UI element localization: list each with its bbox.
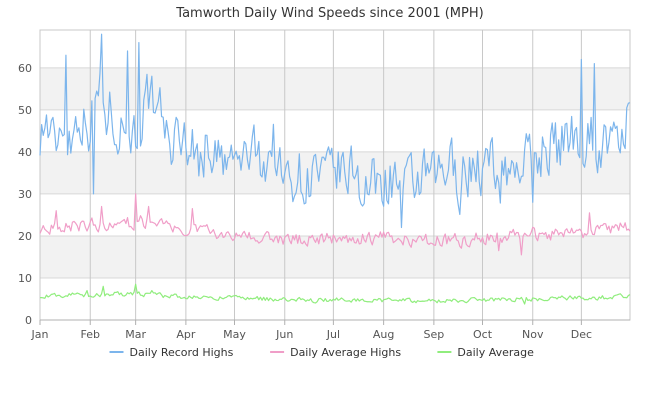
y-tick-label: 60 [18, 62, 32, 75]
y-tick-label: 40 [18, 146, 32, 159]
legend[interactable]: Daily Record Highs Daily Average Highs Dai… [109, 346, 535, 359]
x-tick-label: Sep [424, 328, 445, 341]
x-tick-label: Aug [373, 328, 394, 341]
y-tick-label: 30 [18, 188, 32, 201]
x-tick-label: Apr [176, 328, 196, 341]
x-tick-label: Jan [31, 328, 49, 341]
x-tick-label: Nov [522, 328, 544, 341]
plot-band [40, 235, 630, 278]
series-line-daily-average [39, 283, 631, 305]
x-tick-label: Feb [81, 328, 100, 341]
series-layer [39, 33, 631, 305]
legend-label: Daily Average Highs [290, 346, 401, 359]
legend-label: Daily Record Highs [130, 346, 234, 359]
x-tick-label: Jul [326, 328, 340, 341]
legend-label: Daily Average [457, 346, 534, 359]
y-tick-label: 50 [18, 104, 32, 117]
series-line-daily-average-highs [39, 193, 631, 256]
y-tick-label: 20 [18, 230, 32, 243]
chart-title: Tamworth Daily Wind Speeds since 2001 (M… [175, 6, 483, 21]
y-tick-label: 10 [18, 272, 32, 285]
legend-item[interactable]: Daily Average Highs [270, 346, 401, 359]
y-tick-label: 0 [25, 314, 32, 327]
x-tick-label: Oct [473, 328, 493, 341]
legend-item[interactable]: Daily Average [437, 346, 534, 359]
x-tick-label: Mar [125, 328, 146, 341]
x-tick-label: May [223, 328, 246, 341]
axes: 0 10 20 30 40 50 60 Jan Feb Mar Apr May Jun Jul Aug Sep… [18, 62, 630, 341]
legend-item[interactable]: Daily Record Highs [109, 346, 234, 359]
x-tick-label: Dec [571, 328, 592, 341]
series-line-daily-record-highs [39, 33, 631, 229]
grid-lines [39, 29, 631, 321]
x-tick-label: Jun [275, 328, 293, 341]
